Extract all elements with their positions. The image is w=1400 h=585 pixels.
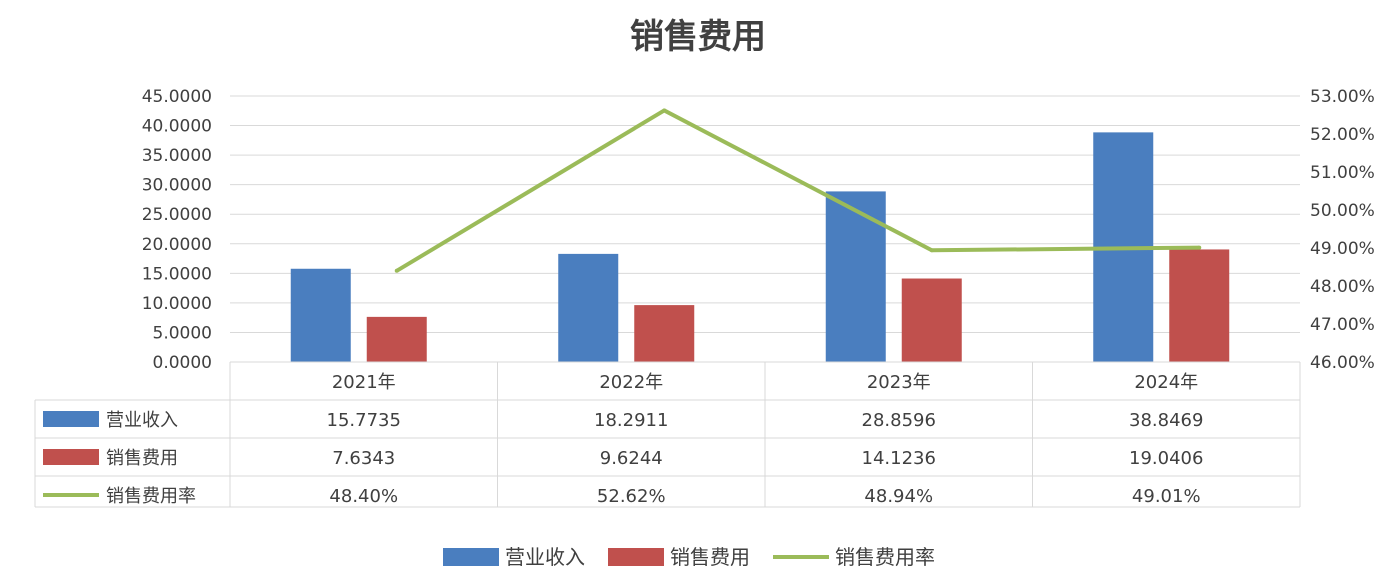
table-key-swatch	[43, 411, 99, 427]
table-cell-value: 38.8469	[1129, 410, 1203, 431]
table-cell-value: 49.01%	[1132, 486, 1201, 507]
bar-expense	[634, 305, 695, 362]
rate-point	[1197, 245, 1202, 250]
right-axis: 46.00% 47.00% 48.00% 49.00% 50.00% 51.00% 52.0…	[1310, 87, 1375, 373]
left-axis: 0.0000 5.0000 10.0000 15.0000 20.0000 25.0000…	[142, 87, 212, 373]
category-label: 2024年	[1134, 372, 1198, 393]
bar-revenue	[290, 268, 351, 362]
table-series-name: 销售费用率	[106, 486, 196, 507]
category-label: 2023年	[867, 372, 931, 393]
bar-expense	[1169, 249, 1230, 362]
rate-point	[662, 108, 667, 113]
chart-title: 销售费用	[630, 17, 766, 57]
table-series-name: 销售费用	[106, 448, 178, 469]
bar-expense	[366, 316, 427, 362]
left-tick-label: 20.0000	[142, 235, 212, 255]
right-tick-label: 49.00%	[1310, 239, 1375, 259]
table-cell-value: 18.2911	[594, 410, 668, 431]
left-tick-label: 45.0000	[142, 87, 212, 107]
right-tick-label: 51.00%	[1310, 163, 1375, 183]
legend-label: 销售费用	[670, 545, 750, 569]
table-series-name: 营业收入	[106, 410, 178, 431]
right-tick-label: 53.00%	[1310, 87, 1375, 107]
table-cell-value: 48.94%	[864, 486, 933, 507]
bar-expense	[901, 278, 962, 362]
legend: 营业收入 销售费用 销售费用率	[443, 545, 935, 569]
legend-swatch	[443, 548, 499, 566]
right-tick-label: 48.00%	[1310, 277, 1375, 297]
bar-revenue	[825, 191, 886, 362]
left-tick-label: 10.0000	[142, 294, 212, 314]
table-cell-value: 7.6343	[332, 448, 395, 469]
right-tick-label: 50.00%	[1310, 201, 1375, 221]
left-tick-label: 5.0000	[153, 323, 212, 343]
rate-point	[929, 248, 934, 253]
bars	[290, 132, 1230, 362]
right-tick-label: 47.00%	[1310, 315, 1375, 335]
left-tick-label: 25.0000	[142, 205, 212, 225]
legend-label: 销售费用率	[835, 545, 935, 569]
table-cell-value: 28.8596	[862, 410, 936, 431]
right-tick-label: 46.00%	[1310, 353, 1375, 373]
category-label: 2022年	[599, 372, 663, 393]
table-cell-value: 15.7735	[327, 410, 401, 431]
left-tick-label: 40.0000	[142, 117, 212, 137]
category-label: 2021年	[332, 372, 396, 393]
table-cell-value: 48.40%	[329, 486, 398, 507]
legend-label: 营业收入	[505, 545, 585, 569]
rate-point	[394, 268, 399, 273]
table-cell-value: 9.6244	[600, 448, 663, 469]
left-tick-label: 15.0000	[142, 264, 212, 284]
rate-line-path	[395, 108, 1200, 273]
table-key-swatch	[43, 449, 99, 465]
table-cell-value: 19.0406	[1129, 448, 1203, 469]
table-cell-value: 52.62%	[597, 486, 666, 507]
rate-line	[394, 108, 1202, 273]
legend-swatch	[608, 548, 664, 566]
left-tick-label: 0.0000	[153, 353, 212, 373]
left-tick-label: 30.0000	[142, 176, 212, 196]
table-cell-value: 14.1236	[862, 448, 936, 469]
right-tick-label: 52.00%	[1310, 125, 1375, 145]
left-tick-label: 35.0000	[142, 146, 212, 166]
bar-revenue	[558, 253, 619, 362]
